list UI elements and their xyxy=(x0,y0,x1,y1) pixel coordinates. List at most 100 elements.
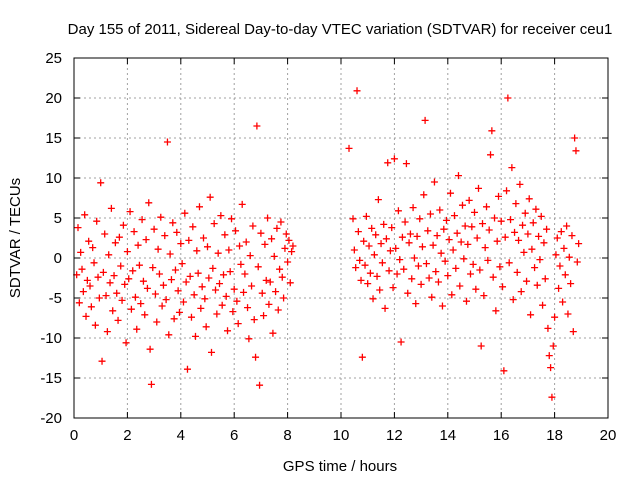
data-points xyxy=(73,87,583,401)
x-tick-label: 4 xyxy=(177,427,185,444)
y-tick-label: 5 xyxy=(54,210,62,227)
data-point xyxy=(563,222,571,230)
data-point xyxy=(254,263,262,271)
data-point xyxy=(377,240,385,248)
data-point xyxy=(497,217,505,225)
data-point xyxy=(234,320,242,328)
data-point xyxy=(500,367,508,375)
data-point xyxy=(225,246,233,254)
y-axis-label: SDTVAR / TECUs xyxy=(7,178,24,298)
data-point xyxy=(540,239,548,247)
data-point xyxy=(477,342,485,350)
data-point xyxy=(220,271,228,279)
data-point xyxy=(465,196,473,204)
data-point xyxy=(139,277,147,285)
data-point xyxy=(216,280,224,288)
data-point xyxy=(487,151,495,159)
data-point xyxy=(485,226,493,234)
data-point xyxy=(384,159,392,167)
data-point xyxy=(358,353,366,361)
data-point xyxy=(178,260,186,268)
data-point xyxy=(471,208,478,216)
data-point xyxy=(481,244,489,252)
data-point xyxy=(521,209,529,217)
data-point xyxy=(418,243,426,251)
data-point xyxy=(218,301,226,309)
data-point xyxy=(364,280,372,288)
data-point xyxy=(198,283,206,291)
data-point xyxy=(461,222,469,230)
data-point xyxy=(454,172,462,180)
data-point xyxy=(281,244,289,252)
data-point xyxy=(442,216,450,224)
data-point xyxy=(457,238,465,246)
data-point xyxy=(412,300,420,308)
data-point xyxy=(191,332,199,340)
data-point xyxy=(173,228,181,236)
data-point xyxy=(228,215,236,223)
x-tick-label: 10 xyxy=(333,427,350,444)
data-point xyxy=(513,268,521,276)
data-point xyxy=(539,301,547,309)
data-point xyxy=(520,248,528,256)
data-point xyxy=(165,331,173,339)
x-tick-label: 14 xyxy=(439,427,456,444)
data-point xyxy=(374,196,382,204)
data-point xyxy=(248,282,256,290)
y-tick-labels: -20 -15 -10 -5 0 5 10 15 20 25 xyxy=(40,50,62,427)
data-point xyxy=(230,285,238,293)
data-point xyxy=(163,138,171,146)
data-point xyxy=(440,225,448,233)
data-point xyxy=(155,270,163,278)
data-point xyxy=(127,305,135,313)
data-point xyxy=(288,248,296,256)
data-point xyxy=(91,321,99,329)
data-point xyxy=(565,253,573,261)
data-point xyxy=(210,220,218,228)
data-point xyxy=(134,241,142,249)
data-point xyxy=(509,296,517,304)
data-point xyxy=(458,201,466,209)
data-point xyxy=(552,251,560,259)
data-point xyxy=(217,212,225,220)
data-point xyxy=(547,364,555,372)
data-point xyxy=(125,275,133,283)
data-point xyxy=(74,224,82,232)
data-point xyxy=(382,235,390,243)
data-point xyxy=(556,262,564,270)
data-point xyxy=(85,237,93,245)
data-point xyxy=(372,231,380,239)
data-point xyxy=(373,272,381,280)
data-point xyxy=(561,271,569,279)
data-point xyxy=(396,256,404,264)
y-tick-label: -5 xyxy=(49,290,62,307)
data-point xyxy=(202,323,210,331)
data-point xyxy=(159,281,167,289)
chart-title: Day 155 of 2011, Sidereal Day-to-day VTE… xyxy=(68,21,613,38)
data-point xyxy=(201,295,209,303)
data-point xyxy=(146,345,154,353)
x-axis-label: GPS time / hours xyxy=(283,458,397,475)
data-point xyxy=(553,234,561,242)
data-point xyxy=(232,227,240,235)
data-point xyxy=(460,255,468,263)
data-point xyxy=(181,209,189,217)
data-point xyxy=(185,236,193,244)
data-point xyxy=(501,233,509,241)
data-point xyxy=(390,155,398,163)
data-point xyxy=(452,264,460,272)
data-point xyxy=(424,227,432,235)
data-point xyxy=(533,281,541,289)
data-point xyxy=(499,283,507,291)
data-point xyxy=(354,228,362,236)
data-point xyxy=(272,288,280,296)
data-point xyxy=(349,215,357,223)
data-point xyxy=(115,233,123,241)
data-point xyxy=(262,276,270,284)
data-point xyxy=(492,307,500,315)
data-point xyxy=(109,307,117,315)
data-point xyxy=(238,200,246,208)
data-point xyxy=(189,223,197,231)
data-point xyxy=(511,228,519,236)
y-tick-label: 20 xyxy=(45,90,62,107)
